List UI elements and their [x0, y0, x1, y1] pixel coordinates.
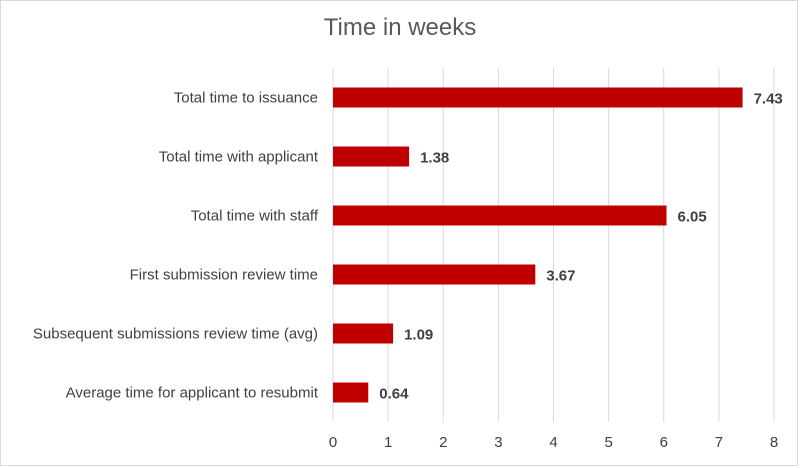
category-label: First submission review time — [130, 267, 318, 284]
data-labels: 7.43 1.38 6.05 3.67 1.09 0.64 — [379, 91, 783, 403]
data-label: 3.67 — [546, 268, 575, 285]
x-tick-label: 6 — [660, 434, 668, 451]
bar — [333, 146, 410, 167]
x-tick-label: 0 — [329, 434, 337, 451]
x-tick-label: 7 — [715, 434, 723, 451]
x-tick-label: 1 — [384, 434, 392, 451]
bar — [333, 87, 743, 108]
x-tick-label: 5 — [604, 434, 612, 451]
data-label: 7.43 — [754, 91, 783, 108]
category-label: Total time with staff — [191, 208, 319, 225]
category-label: Total time to issuance — [174, 90, 318, 107]
x-tick-label: 4 — [549, 434, 557, 451]
x-tick-label: 8 — [770, 434, 778, 451]
category-label: Average time for applicant to resubmit — [66, 385, 319, 402]
x-tick-label: 2 — [439, 434, 447, 451]
bar — [333, 323, 394, 344]
bar — [333, 205, 667, 226]
bar — [333, 264, 536, 285]
bar — [333, 382, 369, 403]
category-labels: Total time to issuance Total time with ap… — [33, 90, 319, 402]
tick-labels: 0 1 2 3 4 5 6 7 8 — [329, 434, 778, 451]
category-label: Total time with applicant — [159, 149, 319, 166]
data-label: 1.09 — [404, 327, 433, 344]
data-label: 6.05 — [678, 209, 707, 226]
chart-title: Time in weeks — [323, 14, 477, 41]
x-tick-label: 3 — [494, 434, 502, 451]
data-label: 1.38 — [420, 150, 449, 167]
data-label: 0.64 — [379, 386, 409, 403]
category-label: Subsequent submissions review time (avg) — [33, 326, 318, 343]
gridlines — [332, 68, 775, 422]
bars — [333, 87, 743, 403]
